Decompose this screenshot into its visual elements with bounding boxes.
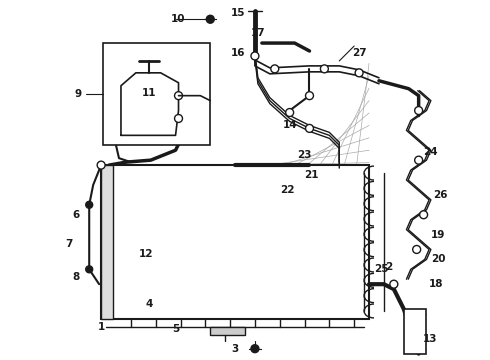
Bar <box>210 327 245 335</box>
Text: 16: 16 <box>231 48 245 58</box>
Text: 14: 14 <box>282 121 297 130</box>
Circle shape <box>174 114 182 122</box>
Text: 12: 12 <box>139 249 153 260</box>
Text: 18: 18 <box>429 279 444 289</box>
Text: 11: 11 <box>142 88 156 98</box>
Text: 5: 5 <box>172 324 179 334</box>
Bar <box>101 165 369 319</box>
Text: 21: 21 <box>304 170 319 180</box>
Text: 19: 19 <box>431 230 446 239</box>
Circle shape <box>97 161 105 169</box>
Text: 10: 10 <box>172 14 186 24</box>
Circle shape <box>251 345 259 353</box>
Text: 27: 27 <box>352 48 367 58</box>
Bar <box>103 43 210 145</box>
Circle shape <box>415 107 422 114</box>
Circle shape <box>271 65 279 73</box>
Text: 3: 3 <box>231 344 239 354</box>
Text: 2: 2 <box>385 262 392 272</box>
Text: 22: 22 <box>280 185 295 195</box>
Circle shape <box>320 65 328 73</box>
Circle shape <box>306 125 314 132</box>
Text: 6: 6 <box>73 210 80 220</box>
Bar <box>404 309 426 354</box>
Text: 9: 9 <box>74 89 81 99</box>
Circle shape <box>390 280 398 288</box>
Text: 8: 8 <box>73 272 80 282</box>
Circle shape <box>419 211 428 219</box>
Circle shape <box>306 92 314 100</box>
Text: 25: 25 <box>374 264 388 274</box>
Text: 20: 20 <box>431 255 446 264</box>
Circle shape <box>86 266 93 273</box>
Text: 1: 1 <box>98 322 105 332</box>
Circle shape <box>174 92 182 100</box>
Text: 26: 26 <box>433 190 448 200</box>
Text: 7: 7 <box>66 239 73 249</box>
Text: 4: 4 <box>145 299 152 309</box>
Text: 24: 24 <box>423 147 438 157</box>
Circle shape <box>251 52 259 60</box>
Circle shape <box>206 15 214 23</box>
Text: 15: 15 <box>231 8 245 18</box>
Circle shape <box>413 246 420 253</box>
Circle shape <box>286 109 294 117</box>
Circle shape <box>355 69 363 77</box>
Bar <box>101 165 113 319</box>
Text: 13: 13 <box>423 334 438 344</box>
Circle shape <box>415 156 422 164</box>
Text: 23: 23 <box>297 150 312 160</box>
Text: 17: 17 <box>250 28 265 38</box>
Circle shape <box>86 201 93 208</box>
